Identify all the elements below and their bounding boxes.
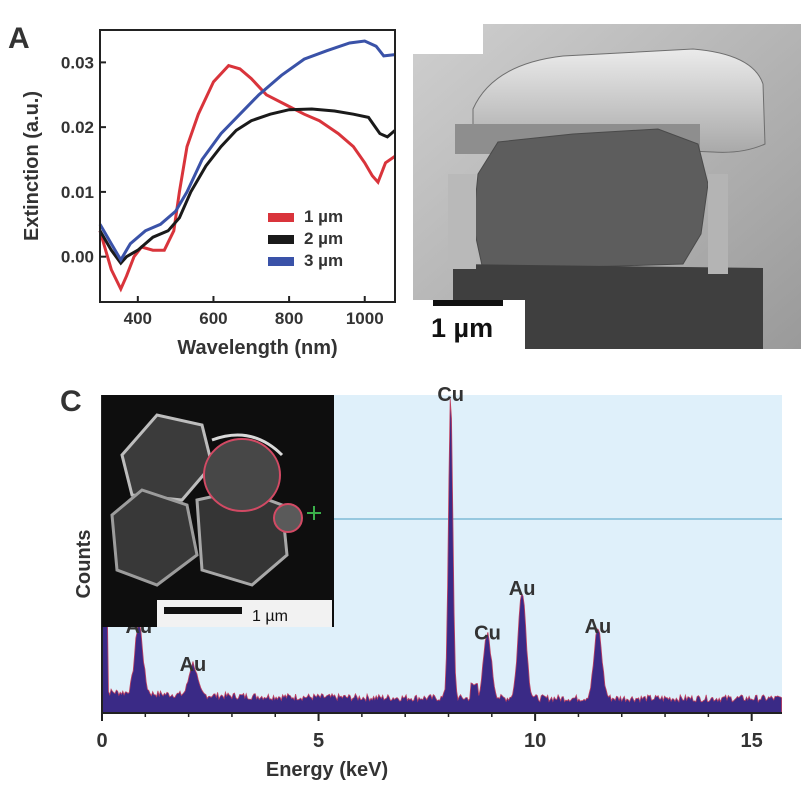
peak-label-2: Au	[180, 654, 207, 676]
plot-frame-a	[99, 29, 396, 303]
scalebar-label-c: 1 µm	[252, 608, 288, 625]
y-tick-label: 0.00	[61, 248, 94, 267]
x-tick-label: 0	[96, 730, 107, 752]
x-tick-label: 600	[199, 309, 227, 328]
sem-image-b: 1 µm	[413, 24, 801, 349]
legend-swatch-3	[268, 257, 294, 266]
series-line-1	[98, 63, 396, 293]
y-axis-label: Extinction (a.u.)	[21, 91, 43, 241]
legend-swatch-2	[268, 235, 294, 244]
x-tick-label: 1000	[346, 309, 384, 328]
y-axis-label: Counts	[73, 530, 95, 599]
x-axis-label: Wavelength (nm)	[177, 337, 337, 359]
peak-label-5: Au	[509, 578, 536, 600]
x-tick-label: 400	[124, 309, 152, 328]
panel-letter-c: C	[60, 385, 82, 418]
extinction-chart: 400 600 800 1000 0.00 0.01 0.02 0.03 Wavelength …	[21, 29, 396, 359]
y-tick-label: 0.03	[61, 53, 94, 72]
peak-label-4: Cu	[474, 622, 501, 644]
peak-label-3: Cu	[437, 384, 464, 406]
x-axis-label: Energy (keV)	[266, 759, 388, 781]
peak-label-6: Au	[585, 616, 612, 638]
scalebar-label-b: 1 µm	[431, 313, 493, 343]
series-line-2	[98, 107, 396, 266]
x-tick-label: 10	[524, 730, 546, 752]
legend-label-2: 2 µm	[304, 229, 343, 248]
y-tick-label: 0.01	[61, 183, 94, 202]
y-tick-label: 0.02	[61, 118, 94, 137]
x-tick-label: 15	[741, 730, 763, 752]
scalebar-c	[164, 607, 242, 614]
scalebar-b	[433, 300, 503, 306]
legend-label-1: 1 µm	[304, 207, 343, 226]
panel-letter-a: A	[8, 22, 30, 55]
sem-image-c-inset: 1 µm	[102, 395, 334, 627]
x-tick-label: 800	[275, 309, 303, 328]
x-tick-label: 5	[313, 730, 324, 752]
legend-swatch-1	[268, 213, 294, 222]
series-line-3	[98, 39, 396, 263]
legend-label-3: 3 µm	[304, 251, 343, 270]
